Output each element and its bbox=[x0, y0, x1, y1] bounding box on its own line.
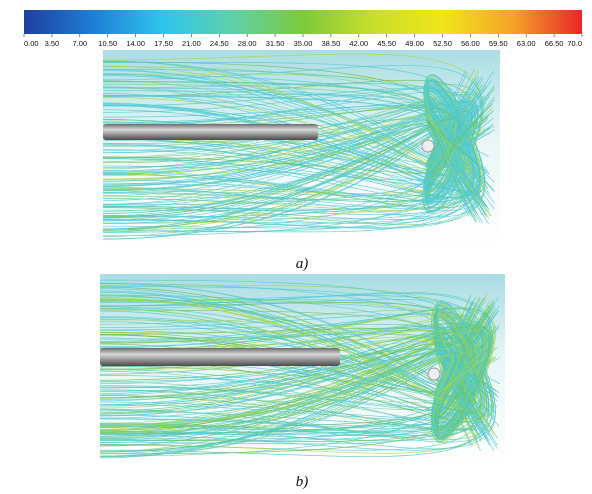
panel-a-image bbox=[103, 50, 500, 246]
tick-label: 45.50 bbox=[377, 39, 396, 48]
tick-label: 28.00 bbox=[238, 39, 257, 48]
panel-label: b) bbox=[296, 474, 309, 490]
tick-label: 70.0 bbox=[567, 39, 582, 48]
tick-label: 35.00 bbox=[294, 39, 313, 48]
tick-label: 66.50 bbox=[545, 39, 564, 48]
tick-label: 49.00 bbox=[405, 39, 424, 48]
tick-label: 31.50 bbox=[266, 39, 285, 48]
tick-label: 17.50 bbox=[154, 39, 173, 48]
tick-label: 10.50 bbox=[98, 39, 117, 48]
tick-label: 52.50 bbox=[433, 39, 452, 48]
tick-label: 24.50 bbox=[210, 39, 229, 48]
tick-label: 21.00 bbox=[182, 39, 201, 48]
panel-b-image bbox=[100, 274, 505, 466]
tick-label: 56.00 bbox=[461, 39, 480, 48]
tick-label: 0.00 bbox=[24, 39, 39, 48]
tick-label: 59.50 bbox=[489, 39, 508, 48]
figure: 0.00 3.50 7.00 10.50 14.00 17.50 21.00 24.50 28.… bbox=[0, 0, 592, 494]
tick-label: 38.50 bbox=[322, 39, 341, 48]
tick-label: 7.00 bbox=[72, 39, 87, 48]
tick-label: 3.50 bbox=[45, 39, 60, 48]
panel-label: a) bbox=[296, 256, 309, 272]
tick-label: 63.00 bbox=[517, 39, 536, 48]
tick-label: 42.00 bbox=[349, 39, 368, 48]
colorbar bbox=[24, 10, 582, 34]
tick-label: 14.00 bbox=[126, 39, 145, 48]
